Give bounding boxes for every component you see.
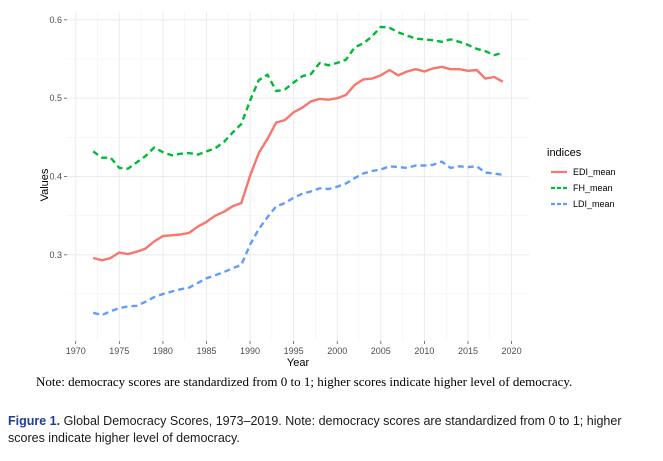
legend-label-ldi-mean: LDI_mean <box>573 199 615 209</box>
series-layer <box>92 25 504 317</box>
x-tick-label: 2015 <box>458 346 478 356</box>
chart-figure: 1970 1975 1980 1985 1990 1995 2000 2005 2010 2015… <box>39 12 616 369</box>
series-line-ldi-mean <box>92 160 504 317</box>
legend: indices EDI_mean FH_mean LDI_mean <box>547 147 616 209</box>
legend-title: indices <box>547 147 582 159</box>
y-axis-ticks: 0.3 0.4 0.5 0.6 <box>49 15 67 260</box>
x-tick-label: 1985 <box>196 346 216 356</box>
x-tick-label: 1980 <box>153 346 173 356</box>
y-tick-label: 0.5 <box>49 93 62 103</box>
grid-major <box>67 12 529 341</box>
legend-label-fh-mean: FH_mean <box>573 183 613 193</box>
x-tick-label: 2020 <box>502 346 522 356</box>
y-tick-label: 0.4 <box>49 172 62 182</box>
figure-note: Note: democracy scores are standardized … <box>36 374 573 389</box>
figure-label: Figure 1. <box>8 414 61 428</box>
series-line-edi-mean <box>92 65 504 262</box>
line-chart: 1970 1975 1980 1985 1990 1995 2000 2005 2010 2015… <box>39 12 616 369</box>
legend-items: EDI_mean FH_mean LDI_mean <box>551 167 616 209</box>
figure-caption: Figure 1. Global Democracy Scores, 1973–… <box>8 413 656 447</box>
x-tick-label: 2005 <box>371 346 391 356</box>
x-tick-label: 1970 <box>66 346 86 356</box>
x-tick-label: 2010 <box>414 346 434 356</box>
legend-label-edi-mean: EDI_mean <box>573 167 616 177</box>
figure-caption-text: Global Democracy Scores, 1973–2019. Note… <box>8 414 622 445</box>
y-axis-title: Values <box>39 168 51 201</box>
x-tick-label: 1975 <box>109 346 129 356</box>
x-tick-label: 1995 <box>284 346 304 356</box>
x-tick-label: 2000 <box>327 346 347 356</box>
x-axis-ticks: 1970 1975 1980 1985 1990 1995 2000 2005 2010 2015… <box>66 341 522 356</box>
series-line-fh-mean <box>92 25 504 170</box>
y-tick-label: 0.3 <box>49 250 62 260</box>
y-tick-label: 0.6 <box>49 15 62 25</box>
x-tick-label: 1990 <box>240 346 260 356</box>
x-axis-title: Year <box>287 357 310 369</box>
